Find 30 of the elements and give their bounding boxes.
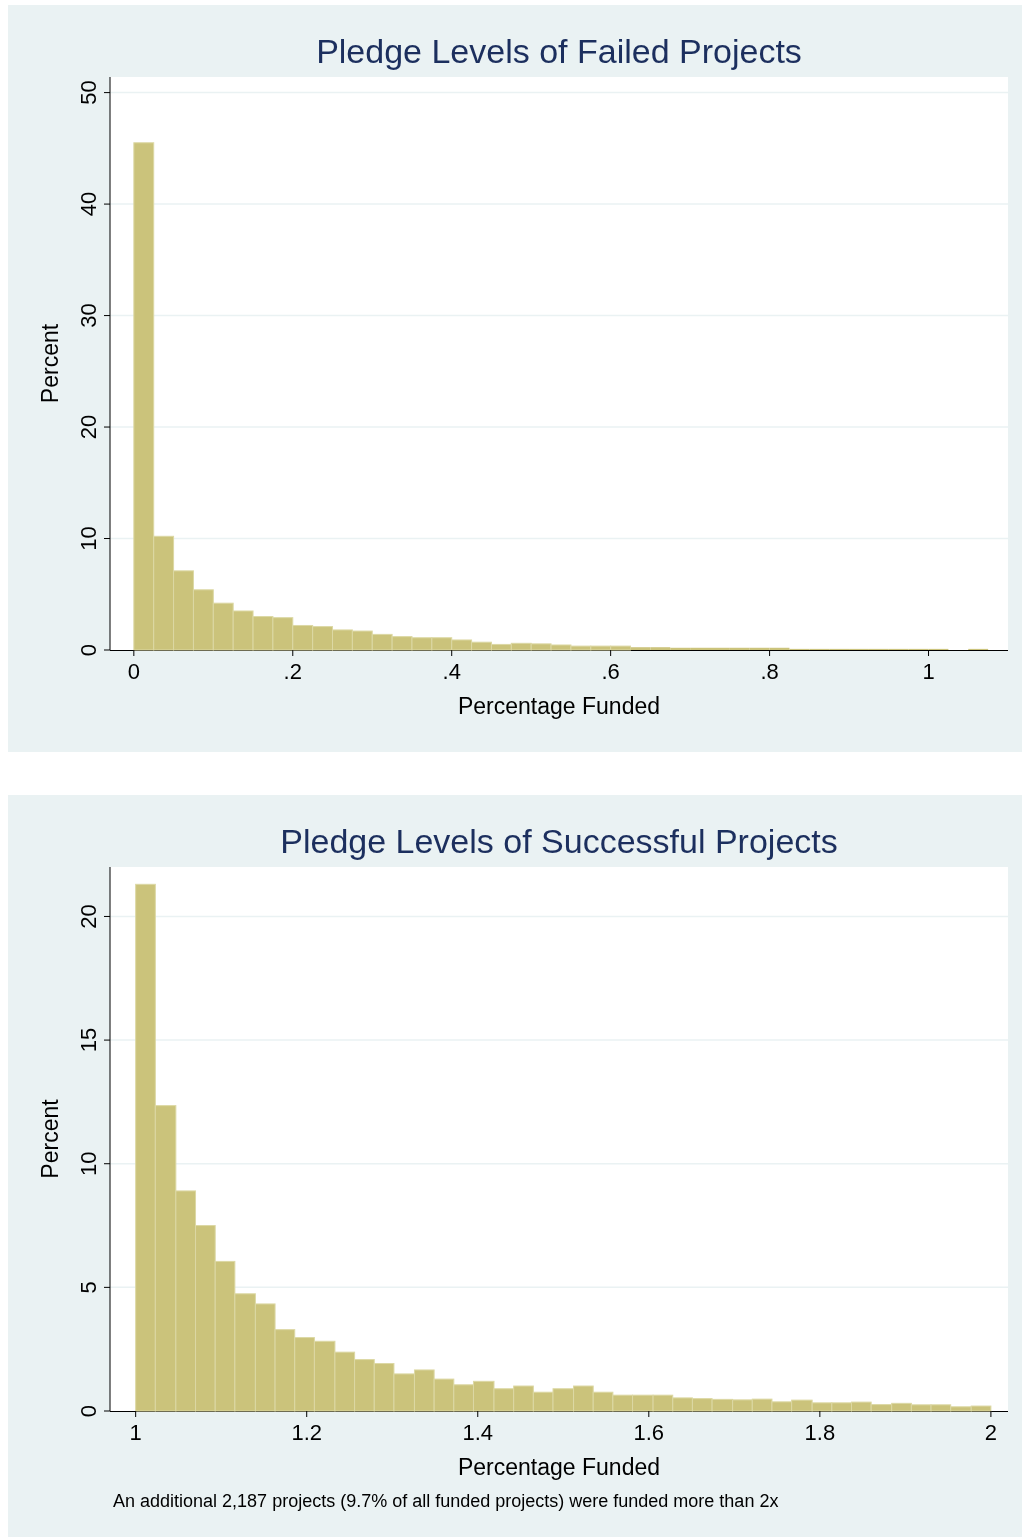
x-tick-label: 1.2 xyxy=(291,1420,322,1445)
y-tick-label: 10 xyxy=(76,526,101,551)
y-tick-label: 20 xyxy=(76,904,101,929)
x-tick-label: 0 xyxy=(127,659,140,684)
x-tick-label: .4 xyxy=(442,659,461,684)
x-tick-label: .6 xyxy=(601,659,620,684)
y-tick-label: 50 xyxy=(76,80,101,105)
x-tick-label: 2 xyxy=(984,1420,998,1445)
x-axis-title: Percentage Funded xyxy=(457,693,661,719)
x-tick-label: 1.6 xyxy=(633,1420,665,1445)
y-tick-label: 5 xyxy=(76,1281,101,1294)
text: An additional 2,187 projects (9.7% of all funded projects) were funded more than 2x xyxy=(113,1491,779,1511)
x-tick-label: 1 xyxy=(922,659,935,684)
x-axis-title: Percentage Funded xyxy=(457,1454,661,1480)
y-tick-label: 30 xyxy=(76,303,101,328)
x-tick-label: 1.8 xyxy=(804,1420,836,1445)
y-tick-label: 20 xyxy=(76,414,101,440)
chart-title: Pledge Levels of Successful Projects xyxy=(280,822,838,860)
y-tick-label: 15 xyxy=(76,1027,101,1053)
chart-title: Pledge Levels of Failed Projects xyxy=(316,32,802,70)
y-tick-label: 10 xyxy=(76,1151,101,1176)
y-tick-label: 0 xyxy=(76,643,101,657)
y-tick-label: 40 xyxy=(76,191,101,217)
x-tick-label: .8 xyxy=(760,659,779,684)
x-tick-label: 1.4 xyxy=(462,1420,494,1445)
x-tick-label: .2 xyxy=(283,659,302,684)
y-axis-title: Percent xyxy=(37,1098,63,1179)
x-tick-label: 1 xyxy=(129,1420,142,1445)
y-axis-title: Percent xyxy=(37,323,63,404)
y-tick-label: 0 xyxy=(76,1404,101,1418)
